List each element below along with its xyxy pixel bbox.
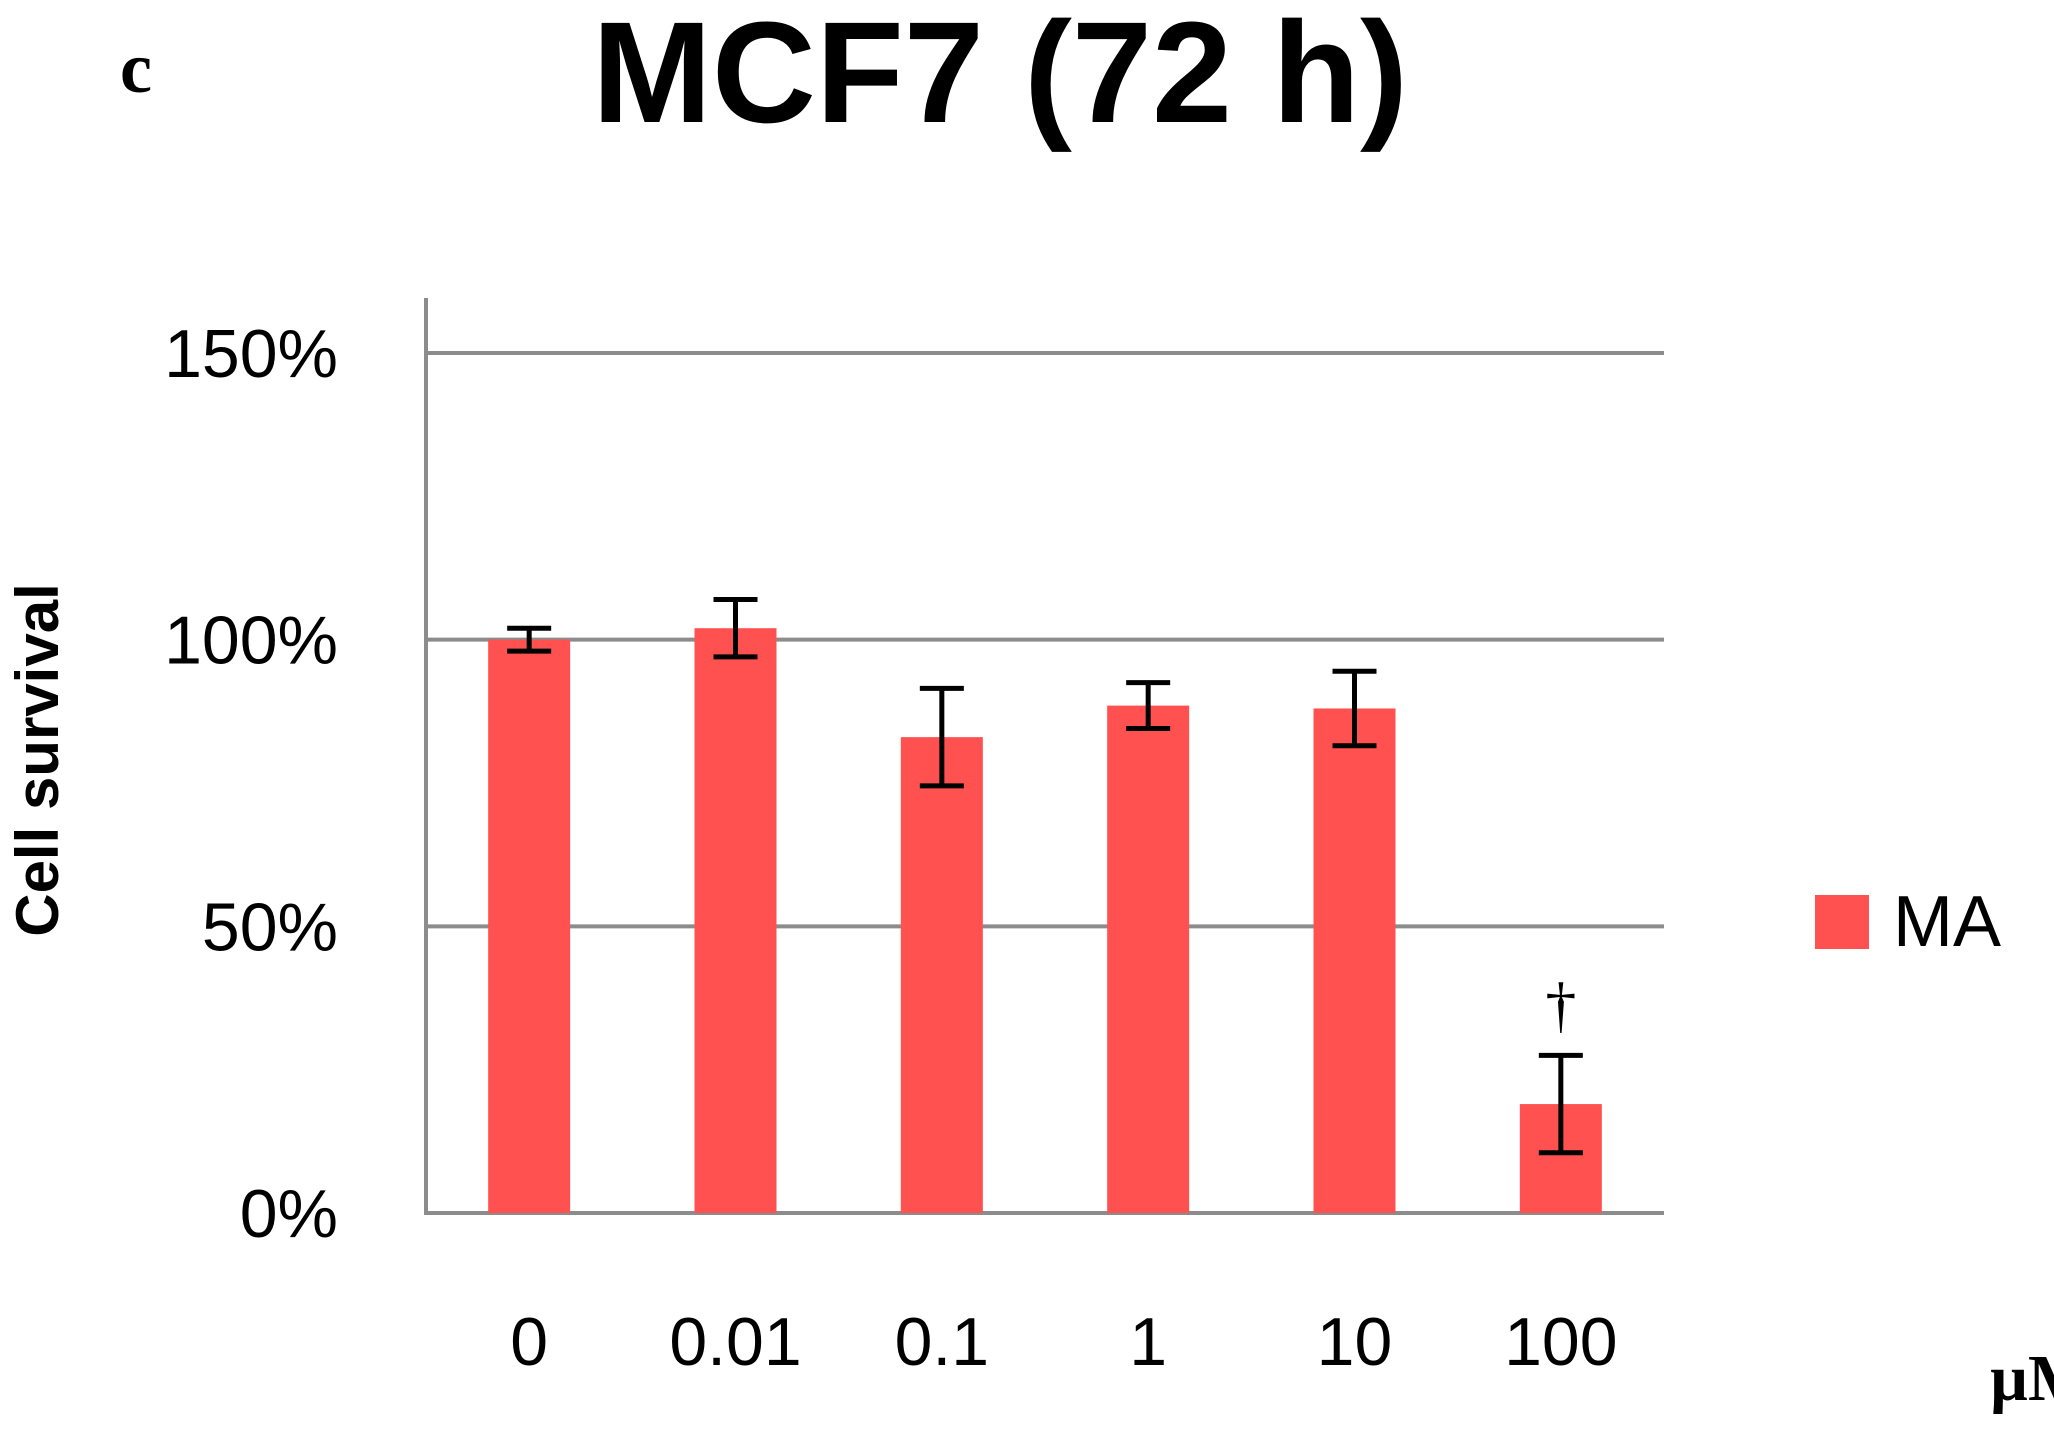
- x-tick-label: 1: [1129, 1304, 1167, 1380]
- bar: [1313, 708, 1396, 1213]
- x-tick-label: 0.01: [669, 1304, 801, 1380]
- bars: [488, 628, 1602, 1213]
- bar: [488, 639, 571, 1213]
- y-tick-label: 50%: [202, 889, 338, 965]
- x-tick-label: 0.1: [895, 1304, 990, 1380]
- x-axis-label: µM: [1990, 1342, 2054, 1415]
- x-tick-label: 10: [1317, 1304, 1393, 1380]
- gridlines: [426, 351, 1664, 1215]
- significance-marker: †: [1545, 971, 1576, 1039]
- y-axis-label: Cell survival: [4, 583, 71, 937]
- legend: MA: [1815, 882, 2001, 962]
- x-tick-labels: 0 0.01 0.1 1 10 100: [510, 1304, 1617, 1380]
- x-tick-label: 0: [510, 1304, 548, 1380]
- legend-label: MA: [1893, 882, 2001, 962]
- error-bars: [507, 597, 1583, 1156]
- y-tick-label: 0%: [240, 1176, 338, 1252]
- y-tick-label: 100%: [164, 603, 338, 679]
- panel-label: c: [120, 28, 152, 108]
- y-tick-labels: 0% 50% 100% 150%: [164, 316, 338, 1252]
- annotations: †: [1545, 971, 1576, 1039]
- bar: [1107, 705, 1190, 1213]
- bar: [694, 628, 777, 1213]
- chart-title: MCF7 (72 h): [592, 0, 1408, 153]
- y-tick-label: 150%: [164, 316, 338, 392]
- x-tick-label: 100: [1504, 1304, 1617, 1380]
- legend-swatch: [1815, 895, 1869, 949]
- bar: [900, 737, 983, 1213]
